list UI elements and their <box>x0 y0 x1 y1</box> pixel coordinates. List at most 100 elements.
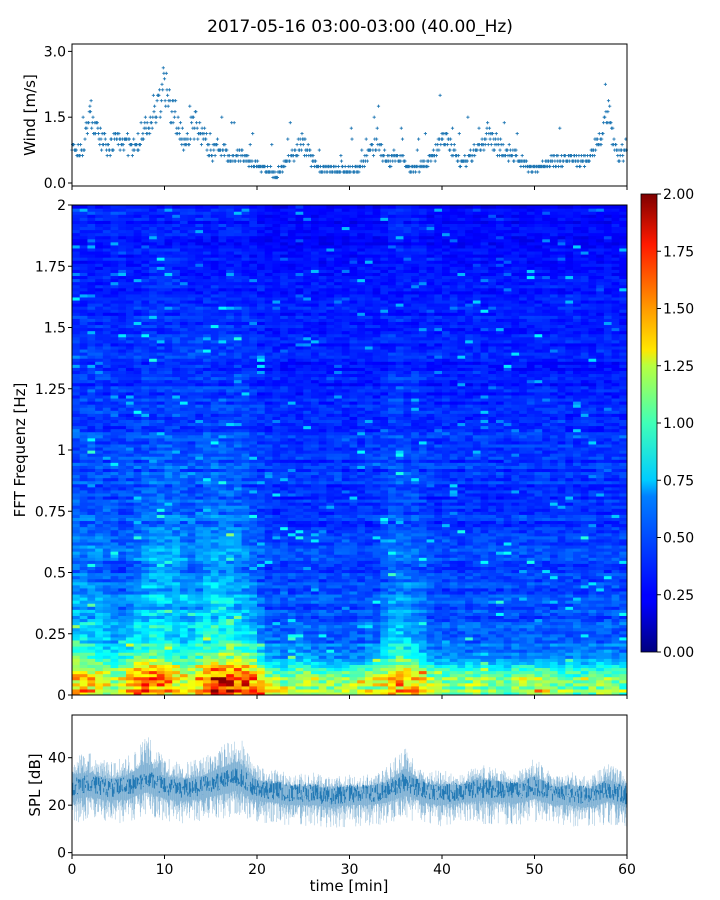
spectrogram-cell <box>141 633 150 638</box>
spectrogram-cell <box>426 606 435 610</box>
spectrogram-cell <box>156 535 166 540</box>
spectrogram-cell <box>480 529 489 534</box>
spectrogram-cell <box>95 661 104 665</box>
wind-point <box>377 148 381 152</box>
spectrogram-cell <box>195 688 204 693</box>
spectrogram-cell <box>264 652 274 656</box>
spectrogram-cell <box>118 649 127 653</box>
spectrogram-cell <box>372 639 381 644</box>
spectrogram-cell <box>249 535 258 540</box>
spectrogram-cell <box>233 639 243 644</box>
spectrogram-cell <box>264 523 274 528</box>
spectrogram-cell <box>203 603 212 607</box>
wind-point <box>487 126 492 130</box>
spectrogram-cell <box>388 560 397 564</box>
spectrogram-cell <box>110 676 119 681</box>
spectrogram-cell <box>257 535 266 540</box>
spectrogram-cell <box>125 612 135 616</box>
spectrogram-cell <box>442 590 451 595</box>
spectrogram-cell <box>318 557 327 561</box>
spectrogram-cell <box>565 612 574 616</box>
spectrogram-cell <box>465 670 474 675</box>
spectrogram-cell <box>534 578 543 583</box>
spectrogram-cell <box>580 532 590 537</box>
spectrogram-cell <box>95 682 104 687</box>
spectrogram-cell <box>179 642 189 647</box>
spectrogram-cell <box>141 646 150 650</box>
spectrogram-cell <box>372 612 381 616</box>
spectrogram-cell <box>619 538 627 543</box>
spectrogram-cell <box>372 551 381 555</box>
spectrogram-cell <box>303 587 312 592</box>
spectrogram-cell <box>565 551 574 555</box>
spectrogram-cell <box>133 630 142 635</box>
spectrogram-cell <box>257 544 266 549</box>
spectrogram-cell <box>287 590 297 595</box>
spectrogram-cell <box>619 597 627 601</box>
spectrogram-cell <box>249 560 258 564</box>
spectrogram-cell <box>364 600 374 604</box>
spectrogram-cell <box>280 691 289 695</box>
spectrogram-cell <box>341 544 351 549</box>
spectrogram-cell <box>156 618 166 623</box>
wind-point <box>477 126 481 130</box>
spectrogram-cell <box>611 655 620 659</box>
spectrogram-cell <box>573 535 582 540</box>
spectrogram-cell <box>218 523 227 528</box>
spectrogram-cell <box>110 523 119 528</box>
spectrogram-cell <box>465 600 474 604</box>
spectrogram-cell <box>573 679 582 684</box>
spectrogram-cell <box>164 652 173 656</box>
spectrogram-cell <box>380 621 389 626</box>
spectrogram-cell <box>272 538 281 543</box>
spectrogram-cell <box>434 615 443 620</box>
spectrogram-cell <box>241 566 250 571</box>
spectrogram-cell <box>72 584 81 589</box>
spectrogram-cell <box>95 618 104 623</box>
spectrogram-cell <box>141 523 150 528</box>
spectrogram-cell <box>141 682 150 687</box>
spectrogram-cell <box>218 557 227 561</box>
spectrogram-cell <box>264 682 274 687</box>
spectrogram-cell <box>295 685 304 690</box>
spectrogram-cell <box>426 670 435 675</box>
spectrogram-cell <box>110 615 119 620</box>
spectrogram-cell <box>210 609 220 613</box>
spectrogram-cell <box>187 575 196 580</box>
spectrogram-cell <box>210 642 220 647</box>
spectrogram-cell <box>519 664 528 669</box>
spectrogram-cell <box>588 535 597 540</box>
spectrogram-cell <box>372 600 381 604</box>
spectrogram-cell <box>87 673 96 678</box>
spectrogram-cell <box>403 569 412 574</box>
spectrogram-cell <box>149 679 158 684</box>
spectrogram-cell <box>380 526 389 531</box>
spectrogram-cell <box>195 646 204 650</box>
spectrogram-cell <box>110 563 119 567</box>
spectrogram-cell <box>511 544 520 549</box>
spectrogram-cell <box>172 679 181 684</box>
spectrogram-cell <box>472 541 482 546</box>
spectrogram-cell <box>87 627 96 632</box>
spectrogram-cell <box>519 590 528 595</box>
spectrogram-cell <box>164 630 173 635</box>
spectrogram-cell <box>465 615 474 620</box>
spectrogram-cell <box>218 612 227 616</box>
spectrogram-cell <box>341 560 351 564</box>
spectrogram-cell <box>210 560 220 564</box>
spectrogram-cell <box>203 667 212 672</box>
spectrogram-cell <box>203 587 212 592</box>
spectrogram-cell <box>341 624 351 629</box>
spectrogram-cell <box>203 661 212 665</box>
spectrogram-cell <box>364 624 374 629</box>
spectrogram-cell <box>596 679 605 684</box>
spectrogram-cell <box>403 597 412 601</box>
spectrogram-cell <box>172 548 181 552</box>
spectrogram-cell <box>341 529 351 534</box>
spectrogram-cell <box>503 618 512 623</box>
wind-point <box>463 154 467 158</box>
spectrogram-cell <box>241 630 250 635</box>
spectrogram-cell <box>372 597 381 601</box>
spectrogram-cell <box>249 667 258 672</box>
wind-point <box>612 137 616 141</box>
